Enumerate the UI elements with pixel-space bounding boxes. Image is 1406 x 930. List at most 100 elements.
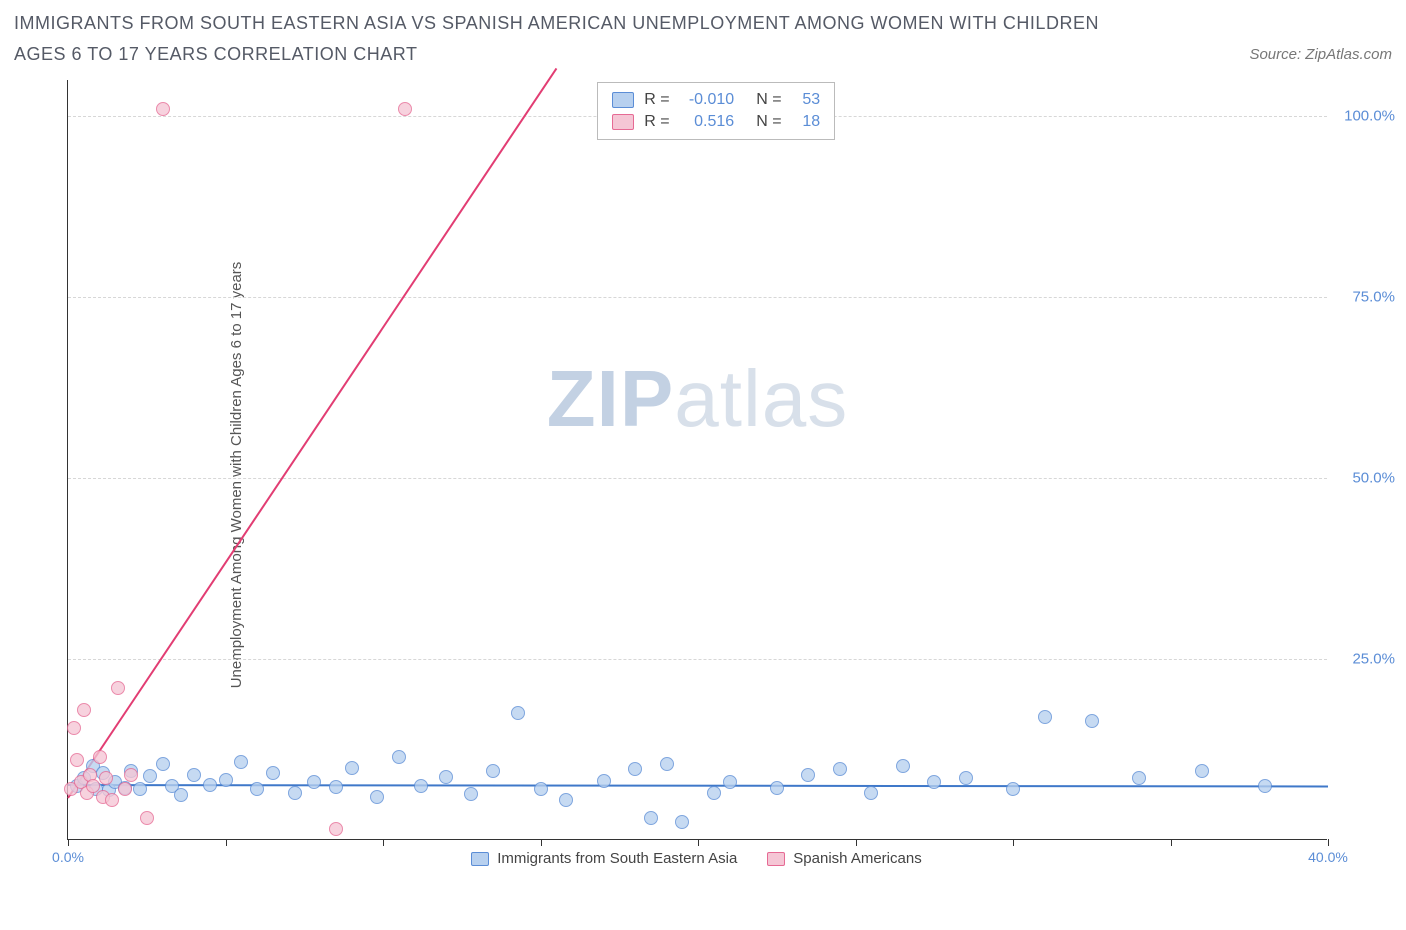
watermark: ZIPatlas [547, 353, 848, 445]
data-point [464, 787, 478, 801]
x-tick [541, 839, 542, 846]
source-attribution: Source: ZipAtlas.com [1249, 46, 1392, 63]
data-point [959, 771, 973, 785]
data-point [67, 721, 81, 735]
data-point [124, 768, 138, 782]
series-legend-label: Immigrants from South Eastern Asia [497, 850, 737, 867]
stats-legend: R = -0.010 N = 53 R = 0.516 N = 18 [597, 82, 835, 140]
data-point [266, 766, 280, 780]
gridline [68, 297, 1327, 298]
series-legend-label: Spanish Americans [793, 850, 921, 867]
stats-legend-row: R = 0.516 N = 18 [612, 111, 820, 133]
gridline [68, 478, 1327, 479]
data-point [77, 703, 91, 717]
y-tick-label: 25.0% [1335, 651, 1395, 668]
data-point [143, 769, 157, 783]
data-point [234, 755, 248, 769]
data-point [644, 811, 658, 825]
series-legend-item: Immigrants from South Eastern Asia [471, 850, 737, 867]
stat-n-label: N = [756, 91, 782, 109]
x-tick-label: 0.0% [52, 849, 84, 865]
data-point [1132, 771, 1146, 785]
stat-r-label: R = [644, 91, 670, 109]
data-point [307, 775, 321, 789]
data-point [345, 761, 359, 775]
data-point [1258, 779, 1272, 793]
data-point [99, 771, 113, 785]
x-tick [856, 839, 857, 846]
x-tick [698, 839, 699, 846]
legend-swatch [767, 852, 785, 866]
y-tick-label: 50.0% [1335, 470, 1395, 487]
data-point [111, 681, 125, 695]
data-point [486, 764, 500, 778]
data-point [675, 815, 689, 829]
data-point [203, 778, 217, 792]
data-point [156, 757, 170, 771]
trend-line [67, 68, 557, 798]
data-point [723, 775, 737, 789]
data-point [559, 793, 573, 807]
data-point [219, 773, 233, 787]
data-point [93, 750, 107, 764]
stat-r-value: -0.010 [680, 91, 734, 109]
data-point [927, 775, 941, 789]
stat-r-value: 0.516 [680, 113, 734, 131]
legend-swatch [612, 114, 634, 130]
data-point [414, 779, 428, 793]
scatter-plot-area: ZIPatlas 25.0%50.0%75.0%100.0%0.0%40.0%R… [67, 80, 1327, 840]
data-point [628, 762, 642, 776]
data-point [1085, 714, 1099, 728]
data-point [1195, 764, 1209, 778]
data-point [511, 706, 525, 720]
stat-r-label: R = [644, 113, 670, 131]
data-point [597, 774, 611, 788]
watermark-bold: ZIP [547, 354, 674, 443]
data-point [187, 768, 201, 782]
x-tick [383, 839, 384, 846]
data-point [1038, 710, 1052, 724]
legend-swatch [471, 852, 489, 866]
data-point [70, 753, 84, 767]
data-point [398, 102, 412, 116]
series-legend: Immigrants from South Eastern Asia Spanis… [471, 850, 922, 867]
data-point [534, 782, 548, 796]
data-point [140, 811, 154, 825]
data-point [896, 759, 910, 773]
stat-n-value: 18 [792, 113, 820, 131]
data-point [833, 762, 847, 776]
data-point [133, 782, 147, 796]
data-point [707, 786, 721, 800]
data-point [801, 768, 815, 782]
x-tick [226, 839, 227, 846]
data-point [329, 822, 343, 836]
legend-swatch [612, 92, 634, 108]
data-point [1006, 782, 1020, 796]
data-point [864, 786, 878, 800]
series-legend-item: Spanish Americans [767, 850, 921, 867]
data-point [174, 788, 188, 802]
x-tick [68, 839, 69, 846]
data-point [105, 793, 119, 807]
chart-title: IMMIGRANTS FROM SOUTH EASTERN ASIA VS SP… [14, 8, 1114, 69]
data-point [660, 757, 674, 771]
gridline [68, 659, 1327, 660]
data-point [156, 102, 170, 116]
y-tick-label: 75.0% [1335, 289, 1395, 306]
data-point [250, 782, 264, 796]
data-point [439, 770, 453, 784]
x-tick [1328, 839, 1329, 846]
y-tick-label: 100.0% [1335, 108, 1395, 125]
stats-legend-row: R = -0.010 N = 53 [612, 89, 820, 111]
watermark-light: atlas [674, 354, 848, 443]
data-point [392, 750, 406, 764]
stat-n-label: N = [756, 113, 782, 131]
x-tick [1171, 839, 1172, 846]
data-point [329, 780, 343, 794]
data-point [770, 781, 784, 795]
data-point [288, 786, 302, 800]
stat-n-value: 53 [792, 91, 820, 109]
data-point [118, 782, 132, 796]
x-tick [1013, 839, 1014, 846]
data-point [370, 790, 384, 804]
